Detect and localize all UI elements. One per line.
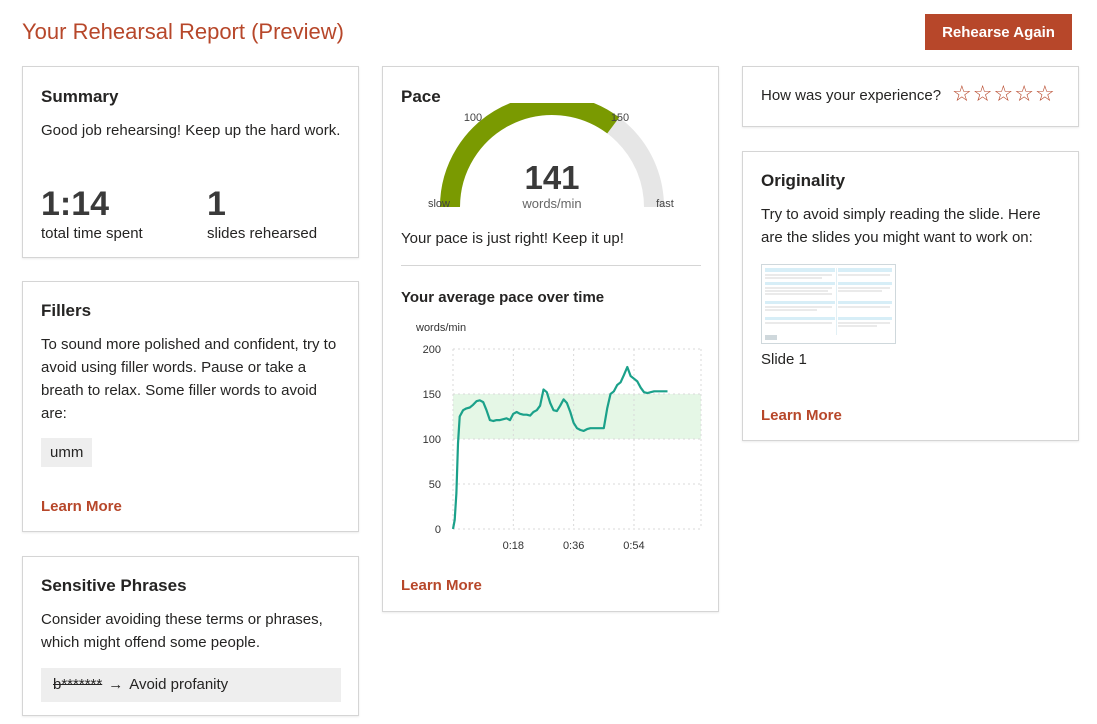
sensitive-suggestion: Avoid profanity xyxy=(129,676,229,693)
y-axis-label: words/min xyxy=(415,322,466,334)
x-tick-label: 0:18 xyxy=(503,540,524,552)
sensitive-term: b******* xyxy=(53,676,103,693)
pace-over-time-chart: 0 50 100 150 200 0:18 0:36 0:54 words/min xyxy=(415,322,702,552)
slides-rehearsed-stat: 1 slides rehearsed xyxy=(207,185,317,242)
arrow-right-icon: → xyxy=(108,676,124,693)
total-time-stat: 1:14 total time spent xyxy=(41,185,143,242)
target-pace-band xyxy=(453,394,701,439)
summary-card: Summary Good job rehearsing! Keep up the… xyxy=(22,66,359,258)
y-tick-label: 200 xyxy=(423,344,441,356)
total-time-value: 1:14 xyxy=(41,185,110,223)
fillers-card: Fillers To sound more polished and confi… xyxy=(22,281,359,532)
star-icon-3[interactable]: ☆ xyxy=(993,82,1014,107)
gauge-value: 141 xyxy=(524,159,579,196)
originality-message: Try to avoid simply reading the slide. H… xyxy=(761,206,1041,246)
y-tick-label: 0 xyxy=(435,524,441,536)
star-rating: ☆☆☆☆☆ xyxy=(952,82,1056,107)
filler-word-chip: umm xyxy=(41,438,93,467)
sensitive-phrase-row: b******* → Avoid profanity xyxy=(41,668,341,702)
slides-rehearsed-label: slides rehearsed xyxy=(207,225,318,242)
pace-divider xyxy=(401,265,701,266)
fillers-title: Fillers xyxy=(41,301,92,320)
summary-title: Summary xyxy=(41,87,119,106)
originality-card: Originality Try to avoid simply reading … xyxy=(742,151,1079,441)
pace-learn-more-link[interactable]: Learn More xyxy=(401,577,482,594)
y-tick-label: 100 xyxy=(423,434,441,446)
originality-learn-more-link[interactable]: Learn More xyxy=(761,407,842,424)
experience-question: How was your experience? xyxy=(761,87,942,104)
slide-thumbnail[interactable] xyxy=(761,264,896,344)
pace-card: Pace 100 150 slow fast 141 words/min You… xyxy=(382,66,719,612)
star-icon-5[interactable]: ☆ xyxy=(1034,82,1055,107)
sensitive-phrases-message: Consider avoiding these terms or phrases… xyxy=(41,611,323,651)
total-time-label: total time spent xyxy=(41,225,143,242)
originality-title: Originality xyxy=(761,171,846,190)
sensitive-phrases-title: Sensitive Phrases xyxy=(41,576,187,595)
y-tick-label: 150 xyxy=(423,389,441,401)
summary-message: Good job rehearsing! Keep up the hard wo… xyxy=(41,122,341,139)
fillers-message: To sound more polished and confident, tr… xyxy=(41,336,337,422)
fillers-learn-more-link[interactable]: Learn More xyxy=(41,498,122,515)
star-icon-4[interactable]: ☆ xyxy=(1014,82,1034,107)
gauge-mark-high: 150 xyxy=(611,112,629,124)
gauge-unit: words/min xyxy=(521,196,581,211)
star-icon-1[interactable]: ☆ xyxy=(952,82,972,107)
x-tick-label: 0:36 xyxy=(563,540,584,552)
pace-series-line xyxy=(451,365,668,530)
pace-title: Pace xyxy=(401,87,441,106)
pace-gauge: 100 150 slow fast 141 words/min xyxy=(428,103,674,211)
slide-thumbnail-image xyxy=(762,265,895,343)
page-title: Your Rehearsal Report (Preview) xyxy=(22,19,344,44)
y-tick-label: 50 xyxy=(429,479,441,491)
gauge-fill xyxy=(440,103,620,208)
gauge-slow-label: slow xyxy=(428,198,450,210)
pace-chart-title: Your average pace over time xyxy=(401,289,605,306)
x-tick-label: 0:54 xyxy=(623,540,644,552)
slide-label: Slide 1 xyxy=(761,351,807,368)
pace-message: Your pace is just right! Keep it up! xyxy=(401,230,624,247)
gauge-mark-low: 100 xyxy=(464,112,482,124)
star-icon-2[interactable]: ☆ xyxy=(972,82,993,107)
gauge-fast-label: fast xyxy=(656,198,674,210)
slides-rehearsed-value: 1 xyxy=(207,185,226,223)
experience-card: How was your experience? ☆☆☆☆☆ xyxy=(742,66,1079,127)
rehearse-again-button[interactable]: Rehearse Again xyxy=(925,14,1072,50)
sensitive-phrases-card: Sensitive Phrases Consider avoiding thes… xyxy=(22,556,359,716)
